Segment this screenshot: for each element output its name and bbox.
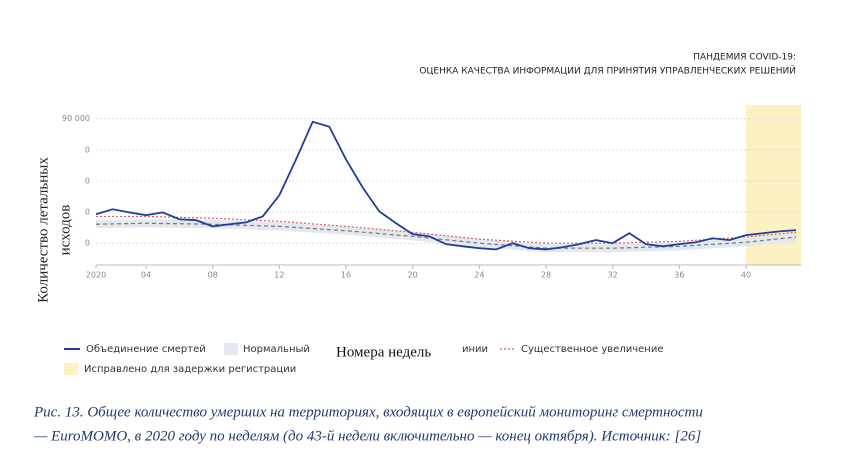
legend-label: Объединение смертей	[86, 344, 206, 355]
x-tick-label: 28	[541, 271, 551, 280]
x-tick-label: 24	[474, 271, 484, 280]
y-tick-label: 0	[85, 176, 90, 185]
x-tick-label: 20	[408, 271, 418, 280]
legend-label: Нормальный	[243, 344, 310, 355]
x-tick-label: 40	[741, 271, 751, 280]
y-tick-label: 0	[85, 239, 90, 248]
x-tick-label: 16	[341, 271, 351, 280]
normal-band	[96, 219, 796, 253]
x-label-bg	[328, 341, 458, 363]
x-tick-label: 36	[674, 271, 684, 280]
baseline	[95, 222, 797, 249]
header-line: ПАНДЕМИЯ COVID-19:	[693, 53, 796, 63]
legend-fragment: инии	[462, 344, 488, 355]
x-axis-label: Номера недель	[336, 344, 431, 360]
legend-label: Существенное увеличение	[521, 344, 663, 355]
legend-swatch	[64, 363, 78, 375]
y-axis-label: Количество летальных	[35, 157, 51, 303]
y-tick-label: 0	[85, 145, 90, 154]
x-tick-label: 08	[208, 271, 218, 280]
legend-swatch	[224, 343, 238, 355]
legend-label: Исправлено для задержки регистрации	[84, 364, 296, 375]
header-line: ОЦЕНКА КАЧЕСТВА ИНФОРМАЦИИ ДЛЯ ПРИНЯТИЯ …	[419, 65, 796, 77]
x-tick-label: 04	[141, 271, 151, 280]
x-tick-label: 12	[274, 271, 284, 280]
y-axis-label: исходов	[57, 205, 73, 256]
y-tick-label: 90 000	[62, 114, 90, 123]
caption: Рис. 13. Общее количество умерших на тер…	[33, 404, 703, 420]
x-tick-label: 32	[608, 271, 618, 280]
y-tick-label: 0	[85, 208, 90, 217]
significant-increase	[96, 215, 797, 244]
deaths-line	[95, 120, 797, 251]
x-tick-label: 2020	[86, 271, 106, 280]
caption: — EuroMOMO, в 2020 году по неделям (до 4…	[33, 428, 701, 444]
